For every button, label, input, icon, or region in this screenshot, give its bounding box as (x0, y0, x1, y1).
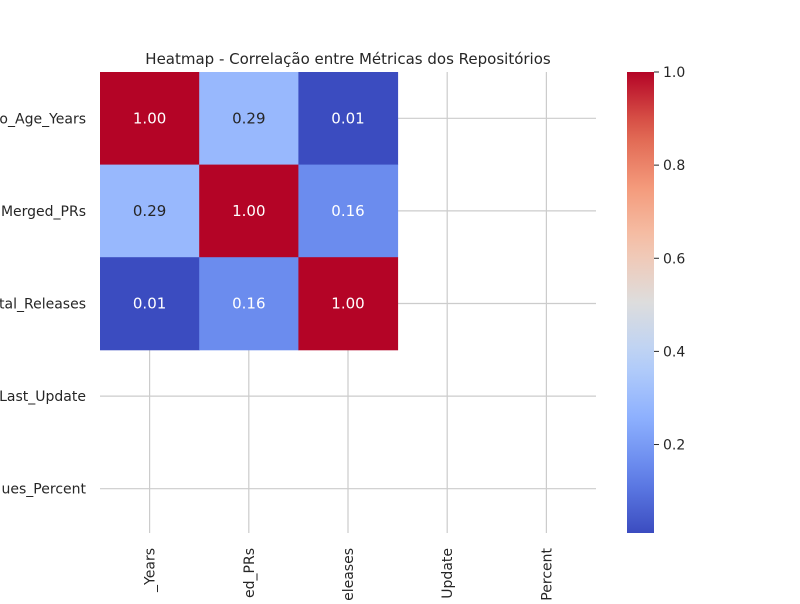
heatmap-cell (298, 72, 399, 166)
heatmap-cell (298, 257, 399, 351)
row-label: tal_Releases (0, 297, 86, 313)
heatmap-cell (100, 164, 200, 258)
colorbar-gradient (627, 72, 654, 533)
heatmap-cell (100, 72, 200, 166)
heatmap-cell (199, 72, 299, 166)
colorbar: 0.2 0.4 0.6 0.8 1.0 (627, 65, 685, 533)
colorbar-tick-label: 0.2 (663, 438, 685, 454)
cell-annotation: 1.00 (133, 109, 166, 127)
cells-layer (100, 72, 399, 351)
colorbar-tick-label: 0.4 (663, 344, 685, 360)
row-label: ues_Percent (2, 482, 87, 498)
chart-title: Heatmap - Correlação entre Métricas dos … (145, 50, 551, 68)
heatmap-cell (199, 164, 299, 258)
col-label: Update (440, 548, 456, 599)
cell-annotation: 0.01 (133, 295, 166, 313)
cell-annotation: 0.29 (232, 109, 265, 127)
cell-annotation: 0.29 (133, 202, 166, 220)
col-label: ed_PRs (242, 548, 258, 598)
heatmap-cell (100, 257, 200, 351)
heatmap-cell (298, 164, 399, 258)
row-label: o_Age_Years (0, 111, 86, 127)
row-label: Last_Update (0, 389, 86, 405)
cell-annotation: 1.00 (331, 295, 364, 313)
col-label: _Years (143, 548, 159, 593)
row-label: Merged_PRs (1, 204, 86, 220)
cell-annotation: 0.16 (331, 202, 364, 220)
row-labels-layer: o_Age_Years Merged_PRs tal_Releases Last_Up… (0, 111, 87, 497)
colorbar-tick-label: 1.0 (663, 65, 685, 81)
col-label: Percent (539, 547, 555, 600)
colorbar-tick-label: 0.6 (663, 251, 685, 267)
colorbar-tick-label: 0.8 (663, 158, 685, 174)
col-label: eleases (341, 548, 357, 600)
cell-annotation: 0.01 (331, 109, 364, 127)
cell-annotation: 0.16 (232, 295, 265, 313)
cell-annotation: 1.00 (232, 202, 265, 220)
col-labels-layer: _Years ed_PRs eleases Update Percent (143, 547, 556, 600)
annotations-layer: 1.00 0.29 0.01 0.29 1.00 0.16 0.01 0.16 1.00 (133, 109, 365, 312)
heatmap-cell (199, 257, 299, 351)
